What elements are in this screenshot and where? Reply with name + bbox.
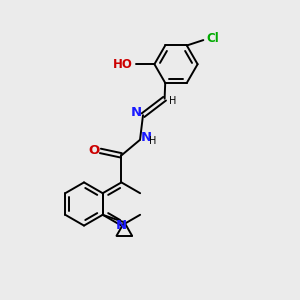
Text: O: O [88, 144, 99, 157]
Text: N: N [116, 219, 127, 232]
Text: N: N [131, 106, 142, 119]
Text: HO: HO [113, 58, 133, 71]
Text: N: N [140, 131, 152, 144]
Text: H: H [169, 96, 177, 106]
Text: Cl: Cl [206, 32, 219, 45]
Text: H: H [149, 136, 156, 146]
